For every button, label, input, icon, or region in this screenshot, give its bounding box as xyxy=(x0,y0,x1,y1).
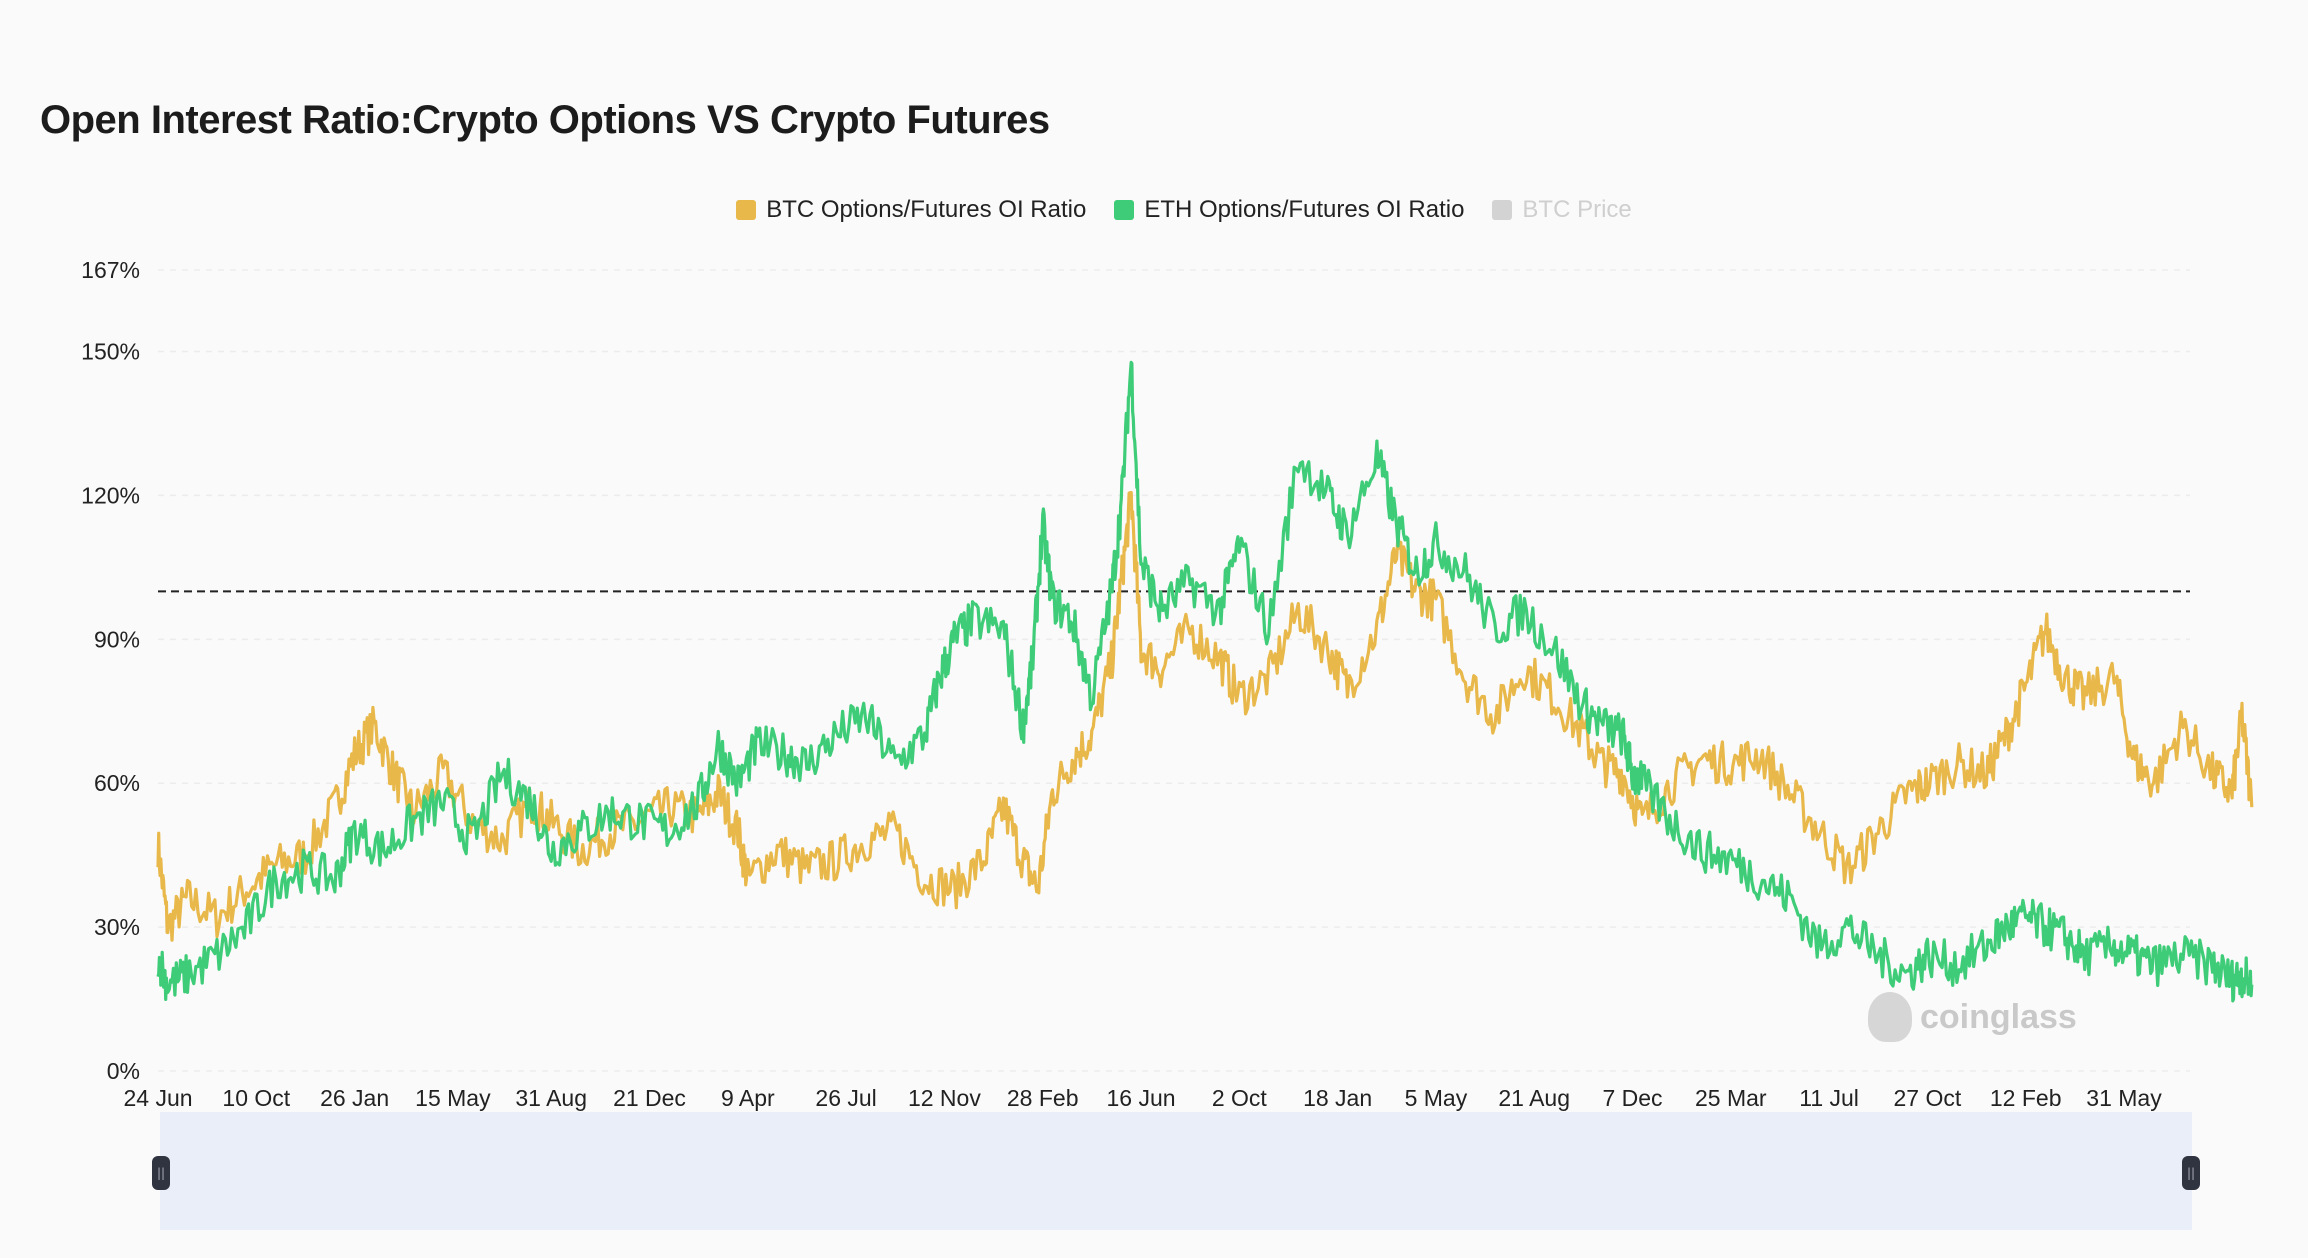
x-tick-label: 10 Oct xyxy=(222,1085,290,1111)
x-tick-label: 2 Oct xyxy=(1212,1085,1268,1111)
x-tick-label: 9 Apr xyxy=(721,1085,775,1111)
y-tick-label: 150% xyxy=(81,339,140,365)
y-tick-label: 90% xyxy=(94,626,140,652)
x-tick-label: 21 Aug xyxy=(1498,1085,1570,1111)
x-tick-label: 24 Jun xyxy=(123,1085,192,1111)
x-tick-label: 11 Jul xyxy=(1799,1085,1859,1111)
y-tick-label: 60% xyxy=(94,770,140,796)
legend-label-btc-price: BTC Price xyxy=(1522,196,1632,223)
x-tick-label: 18 Jan xyxy=(1303,1085,1372,1111)
x-tick-label: 26 Jul xyxy=(815,1085,876,1111)
x-tick-label: 31 Aug xyxy=(515,1085,587,1111)
x-tick-label: 31 May xyxy=(2086,1085,2162,1111)
chart-title: Open Interest Ratio:Crypto Options VS Cr… xyxy=(40,98,1050,142)
x-tick-label: 28 Feb xyxy=(1007,1085,1079,1111)
x-tick-label: 27 Oct xyxy=(1894,1085,1962,1111)
chart-plot-area: 0% 30% 60% 90% 120% 150% 167% 24 Jun 10 Oct 26 Ja… xyxy=(81,257,2254,1111)
y-tick-label: 30% xyxy=(94,914,140,940)
x-tick-label: 7 Dec xyxy=(1602,1085,1662,1111)
x-tick-label: 16 Jun xyxy=(1106,1085,1175,1111)
zoom-slider[interactable]: || || xyxy=(152,1112,2200,1230)
zoom-handle-left[interactable]: || xyxy=(152,1156,170,1190)
y-tick-label: 0% xyxy=(107,1058,140,1084)
zoom-handle-right[interactable]: || xyxy=(2182,1156,2200,1190)
legend-item-btc-ratio[interactable]: BTC Options/Futures OI Ratio xyxy=(736,196,1086,224)
x-tick-label: 15 May xyxy=(415,1085,491,1111)
legend-swatch-btc-ratio xyxy=(736,200,757,220)
x-tick-label: 12 Feb xyxy=(1990,1085,2062,1111)
legend-swatch-eth-ratio xyxy=(1114,200,1135,220)
legend-swatch-btc-price xyxy=(1492,200,1513,220)
coinglass-watermark: coinglass xyxy=(1868,992,2077,1042)
legend: BTC Options/Futures OI Ratio ETH Options… xyxy=(0,196,2308,224)
series-line-eth-ratio xyxy=(156,360,2254,1003)
x-tick-label: 12 Nov xyxy=(908,1085,981,1111)
legend-label-btc-ratio: BTC Options/Futures OI Ratio xyxy=(766,196,1087,223)
watermark-text: coinglass xyxy=(1920,997,2077,1036)
y-tick-label: 167% xyxy=(81,257,140,283)
x-tick-label: 5 May xyxy=(1405,1085,1468,1111)
x-tick-label: 26 Jan xyxy=(320,1085,389,1111)
x-tick-label: 25 Mar xyxy=(1695,1085,1767,1111)
series-line-btc-ratio xyxy=(156,490,2254,942)
legend-item-eth-ratio[interactable]: ETH Options/Futures OI Ratio xyxy=(1114,196,1464,224)
legend-label-eth-ratio: ETH Options/Futures OI Ratio xyxy=(1144,196,1465,223)
y-tick-label: 120% xyxy=(81,482,140,508)
coinglass-logo-icon xyxy=(1868,992,1912,1042)
legend-item-btc-price[interactable]: BTC Price xyxy=(1492,196,1632,224)
x-tick-label: 21 Dec xyxy=(613,1085,686,1111)
